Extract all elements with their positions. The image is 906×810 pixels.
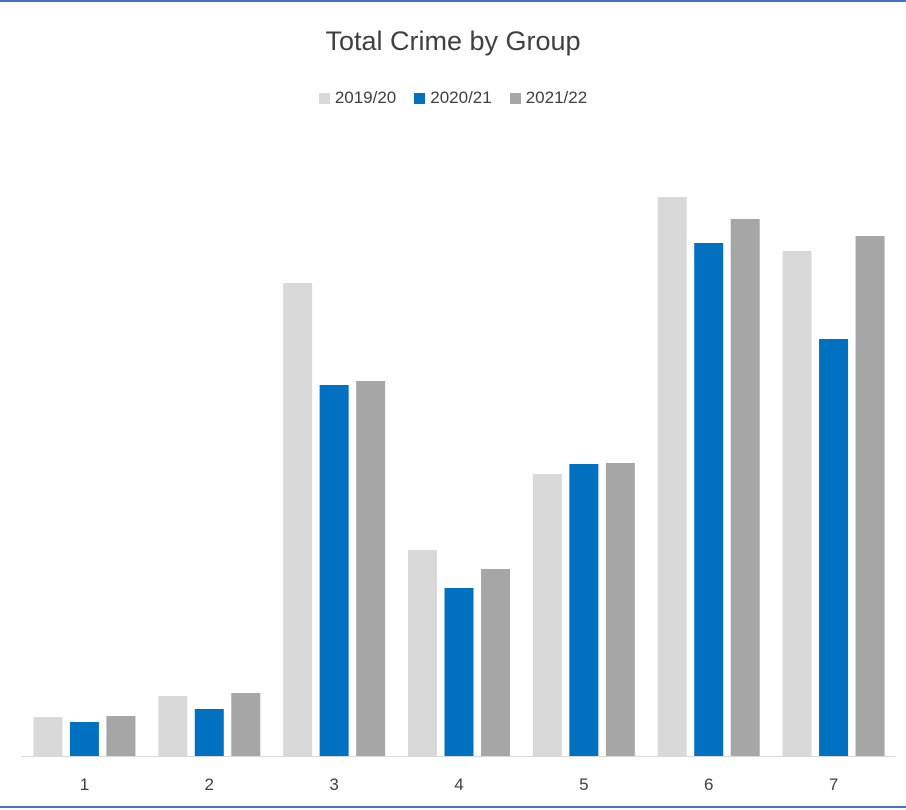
x-tick-label-4: 4 (454, 775, 463, 794)
legend-item-2019-20: 2019/20 (318, 88, 397, 108)
bar-2021-22-group-7 (855, 236, 885, 756)
x-tick-label-6: 6 (704, 775, 713, 794)
bar-2020-21-group-5 (569, 464, 599, 756)
legend-label-2020-21: 2020/21 (430, 88, 492, 107)
bar-2021-22-group-1 (106, 716, 136, 756)
bar-2020-21-group-3 (319, 385, 349, 756)
x-tick-label-5: 5 (579, 775, 588, 794)
legend-item-2021-22: 2021/22 (509, 88, 588, 108)
bar-2021-22-group-2 (231, 693, 261, 756)
bar-2021-22-group-5 (605, 463, 635, 756)
bar-2020-21-group-6 (694, 243, 724, 756)
bar-2020-21-group-1 (69, 722, 99, 756)
bar-2020-21-group-7 (819, 339, 849, 756)
bar-2019-20-group-2 (158, 696, 188, 756)
bar-2019-20-group-3 (283, 283, 313, 756)
top-border (0, 0, 906, 2)
bar-2019-20-group-4 (408, 550, 437, 756)
bar-2019-20-group-5 (532, 474, 562, 756)
chart-title: Total Crime by Group (325, 26, 581, 56)
legend-item-2020-21: 2020/21 (414, 88, 492, 108)
bar-2019-20-group-6 (657, 197, 687, 756)
legend-swatch-2020-21 (414, 92, 426, 104)
x-tick-label-3: 3 (329, 775, 338, 794)
bar-2019-20-group-7 (782, 251, 812, 756)
bar-2019-20-group-1 (33, 717, 63, 756)
legend-swatch-2019-20 (318, 92, 330, 104)
legend-label-2019-20: 2019/20 (334, 88, 397, 107)
legend-swatch-2021-22 (509, 92, 521, 104)
bar-2021-22-group-4 (481, 569, 510, 756)
legend-label-2021-22: 2021/22 (525, 88, 588, 107)
bar-2020-21-group-4 (444, 588, 474, 756)
bar-2021-22-group-6 (730, 219, 760, 756)
x-tick-label-1: 1 (80, 775, 89, 794)
chart-legend: 2019/20 2020/21 2021/22 (0, 88, 906, 108)
bar-2020-21-group-2 (194, 709, 224, 756)
x-tick-label-7: 7 (829, 775, 838, 794)
bottom-border (0, 806, 906, 808)
x-tick-label-2: 2 (205, 775, 214, 794)
bar-2021-22-group-3 (356, 381, 386, 756)
